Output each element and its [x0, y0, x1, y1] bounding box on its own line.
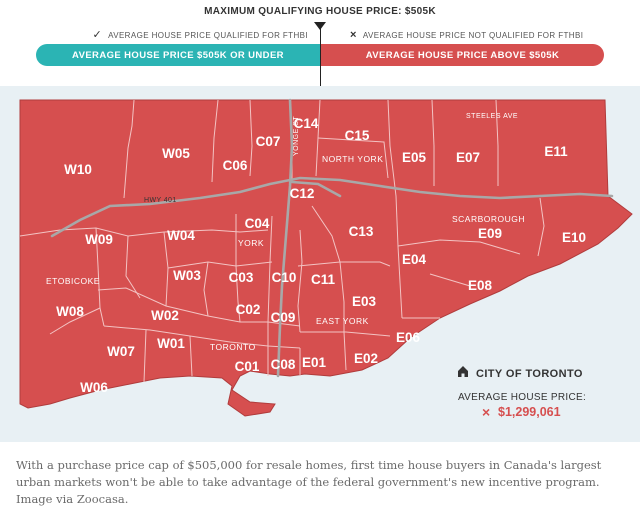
legend-not-qualified-label: AVERAGE HOUSE PRICE NOT QUALIFIED FOR FT…: [362, 31, 584, 40]
city-info: CITY OF TORONTO AVERAGE HOUSE PRICE: × $…: [458, 366, 586, 420]
legend-qualified-label: AVERAGE HOUSE PRICE QUALIFIED FOR FTHBI: [108, 31, 308, 40]
district-e01: E01: [302, 355, 327, 370]
bar-above-505k: AVERAGE HOUSE PRICE ABOVE $505K: [321, 44, 604, 66]
legend-not-qualified: × AVERAGE HOUSE PRICE NOT QUALIFIED FOR …: [350, 30, 583, 41]
hwy-401-line: [50, 176, 614, 238]
district-w02: W02: [151, 308, 179, 323]
district-w03: W03: [173, 268, 201, 283]
district-w10: W10: [64, 162, 92, 177]
district-e02: E02: [354, 351, 378, 366]
region-etobicoke: ETOBICOKE: [46, 276, 100, 286]
legend-qualified: ✓ AVERAGE HOUSE PRICE QUALIFIED FOR FTHB…: [92, 30, 308, 41]
district-c15: C15: [345, 128, 370, 143]
district-w09: W09: [85, 232, 113, 247]
district-w05: W05: [162, 146, 190, 161]
steeles-ave-label: STEELES AVE: [466, 113, 518, 120]
district-c06: C06: [223, 158, 248, 173]
bar-under-505k: AVERAGE HOUSE PRICE $505K OR UNDER: [36, 44, 320, 66]
district-c02: C02: [236, 302, 261, 317]
district-e04: E04: [402, 252, 427, 267]
district-c09: C09: [271, 310, 296, 325]
avg-price-x-icon: ×: [482, 404, 490, 420]
district-c01: C01: [235, 359, 260, 374]
yonge-st-line: [276, 98, 294, 378]
region-east-york: EAST YORK: [316, 316, 369, 326]
district-c08: C08: [271, 357, 296, 372]
avg-price-value: $1,299,061: [498, 405, 561, 419]
district-c04: C04: [245, 216, 270, 231]
district-c12: C12: [290, 186, 315, 201]
district-w07: W07: [107, 344, 135, 359]
check-icon: ✓: [92, 29, 103, 41]
district-e09: E09: [478, 226, 502, 241]
district-e08: E08: [468, 278, 493, 293]
district-borders: [19, 99, 545, 383]
district-c11: C11: [311, 272, 336, 287]
avg-price-label: AVERAGE HOUSE PRICE:: [458, 392, 586, 403]
district-e10: E10: [562, 230, 586, 245]
city-outline: [19, 99, 633, 417]
district-e11: E11: [544, 144, 568, 159]
district-e06: E06: [396, 330, 421, 345]
max-price-title: MAXIMUM QUALIFYING HOUSE PRICE: $505K: [204, 6, 436, 17]
district-c13: C13: [349, 224, 374, 239]
region-york: YORK: [238, 238, 264, 248]
secondary-road: [290, 180, 342, 198]
price-marker-line: [320, 24, 321, 90]
district-c10: C10: [272, 270, 297, 285]
region-north-york: NORTH YORK: [322, 154, 383, 164]
region-toronto: TORONTO: [210, 342, 256, 352]
image-caption: With a purchase price cap of $505,000 fo…: [16, 458, 602, 506]
district-w04: W04: [167, 228, 195, 243]
toronto-map: STEELES AVE YONGE ST HWY 401 NORTH YORK …: [19, 98, 633, 420]
home-icon: [458, 366, 468, 377]
hwy-401-label: HWY 401: [144, 197, 177, 204]
district-c14: C14: [294, 116, 319, 131]
district-e05: E05: [402, 150, 427, 165]
yonge-st-label: YONGE ST: [293, 116, 300, 156]
district-w01: W01: [157, 336, 185, 351]
district-c07: C07: [256, 134, 281, 149]
city-name: CITY OF TORONTO: [476, 368, 583, 380]
district-e03: E03: [352, 294, 377, 309]
highways: [50, 98, 614, 378]
region-scarborough: SCARBOROUGH: [452, 214, 525, 224]
district-c03: C03: [229, 270, 254, 285]
district-w08: W08: [56, 304, 84, 319]
x-icon: ×: [350, 29, 357, 41]
district-w06: W06: [80, 380, 108, 395]
district-e07: E07: [456, 150, 480, 165]
